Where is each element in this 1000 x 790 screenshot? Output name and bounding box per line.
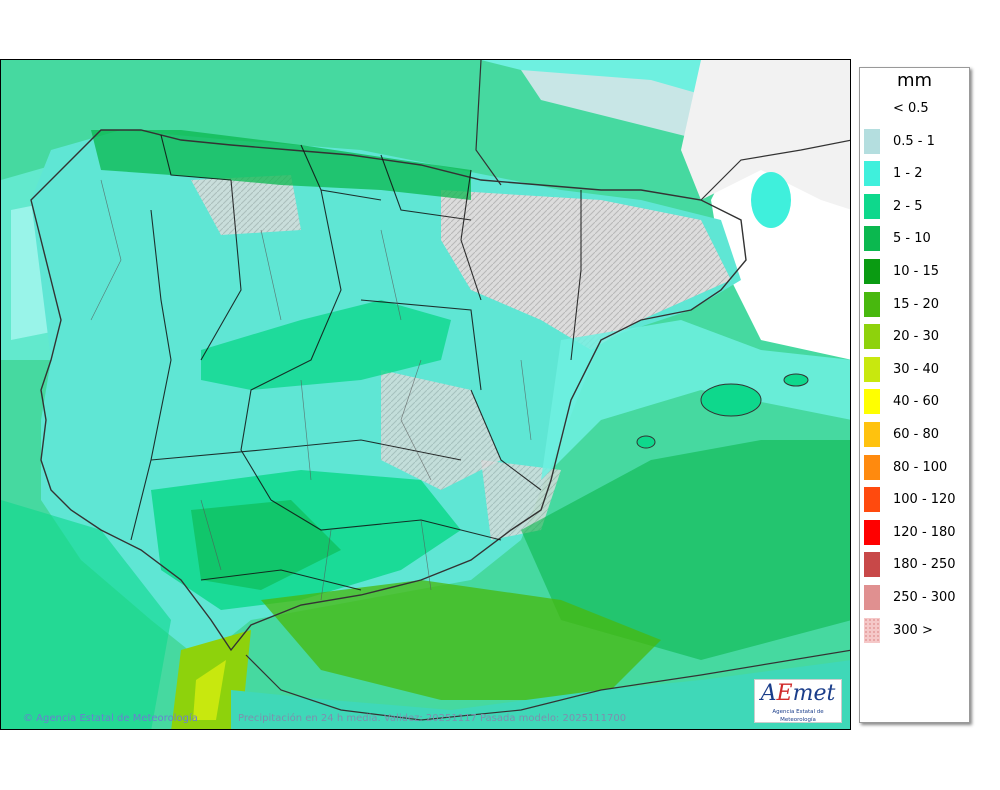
northwest-dry-zone <box>191 175 301 235</box>
legend-item: 80 - 100 <box>864 454 967 480</box>
legend-label: < 0.5 <box>893 101 929 116</box>
legend-item: 15 - 20 <box>864 291 967 317</box>
province-borders <box>90 179 532 601</box>
legend-item: < 0.5 <box>864 96 967 121</box>
legend-label: 300 > <box>893 622 933 638</box>
logo-letters-met: met <box>792 681 836 706</box>
legend-item: 5 - 10 <box>864 226 967 252</box>
legend-label: 40 - 60 <box>893 394 940 410</box>
agency-credit: © Agencia Estatal de Meteorología <box>23 713 198 724</box>
legend-item: 180 - 250 <box>864 552 967 578</box>
legend-swatch <box>864 324 880 350</box>
morocco-coast <box>231 660 850 729</box>
legend-swatch <box>864 259 880 284</box>
legend-swatch <box>864 552 880 578</box>
legend-swatch <box>864 96 880 121</box>
logo-letter-a: A <box>760 681 777 706</box>
legend-label: 15 - 20 <box>893 296 940 312</box>
legend-swatch <box>864 128 880 154</box>
legend-item: 250 - 300 <box>864 585 967 610</box>
legend-item: 1 - 2 <box>864 161 967 187</box>
legend-swatch <box>864 193 880 219</box>
legend-item: 60 - 80 <box>864 422 967 447</box>
precipitation-legend: mm < 0.5 0.5 - 1 1 - 2 2 - 5 5 - 10 10 - 15 15… <box>859 67 970 723</box>
logo-subtitle: Agencia Estatal de Meteorología <box>772 709 824 723</box>
legend-label: 1 - 2 <box>893 166 923 182</box>
legend-label: 10 - 15 <box>893 264 940 279</box>
legend-label: 250 - 300 <box>893 590 956 605</box>
legend-label: 0.5 - 1 <box>893 133 935 149</box>
france-land <box>681 60 850 210</box>
legend-item: 30 - 40 <box>864 356 967 382</box>
legend-label: 80 - 100 <box>893 459 948 475</box>
legend-swatch <box>864 487 880 513</box>
morocco-coastline <box>245 649 850 721</box>
ibiza <box>636 435 656 449</box>
mediterranean-green <box>521 440 850 660</box>
legend-swatch <box>864 454 880 480</box>
legend-label: 30 - 40 <box>893 361 940 377</box>
region-borders <box>130 134 582 591</box>
map-caption: Precipitación en 24 h media. Validez: 20… <box>238 713 627 724</box>
legend-swatch <box>864 291 880 317</box>
central-dry-zone <box>381 370 501 490</box>
menorca <box>783 373 809 387</box>
legend-item: 0.5 - 1 <box>864 128 967 154</box>
aemet-logo: AEmet Agencia Estatal de Meteorología <box>754 679 842 723</box>
alboran-wet-area <box>261 580 661 700</box>
legend-title: mm <box>896 70 933 91</box>
legend-item: 300 > <box>864 617 967 643</box>
precipitation-map[interactable]: © Agencia Estatal de Meteorología Precip… <box>0 59 851 730</box>
legend-label: 2 - 5 <box>893 198 923 214</box>
legend-item: 2 - 5 <box>864 193 967 219</box>
legend-label: 5 - 10 <box>893 231 931 247</box>
legend-swatch <box>864 356 880 382</box>
logo-wordmark: AEmet <box>755 680 841 708</box>
corsica-wet-spot <box>751 172 791 228</box>
legend-label: 20 - 30 <box>893 329 940 345</box>
legend-swatch <box>864 226 880 252</box>
legend-item: 20 - 30 <box>864 324 967 350</box>
coastline <box>30 129 747 652</box>
strait-core <box>193 660 226 720</box>
legend-item: 40 - 60 <box>864 389 967 415</box>
cantabrian-wet-belt <box>91 130 471 200</box>
legend-item: 10 - 15 <box>864 259 967 284</box>
france-coastline <box>475 60 850 201</box>
atlantic-south-green <box>1 500 171 729</box>
legend-swatch <box>864 161 880 187</box>
logo-letter-e: E <box>776 681 793 706</box>
mediterranean-light <box>541 320 850 480</box>
legend-item: 120 - 180 <box>864 519 967 545</box>
legend-label: 180 - 250 <box>893 557 956 573</box>
legend-label: 60 - 80 <box>893 427 940 442</box>
legend-item: 100 - 120 <box>864 487 967 513</box>
guadalquivir-wet-area <box>191 500 341 590</box>
legend-label: 100 - 120 <box>893 492 956 508</box>
legend-swatch <box>864 519 880 545</box>
ebro-dry-zone <box>441 190 731 350</box>
legend-swatch <box>864 585 880 610</box>
mallorca <box>700 383 762 417</box>
legend-swatch <box>864 422 880 447</box>
legend-label: 120 - 180 <box>893 524 956 540</box>
legend-swatch <box>864 389 880 415</box>
map-canvas <box>1 60 850 729</box>
central-system-belt <box>201 300 451 390</box>
legend-swatch <box>864 617 880 643</box>
